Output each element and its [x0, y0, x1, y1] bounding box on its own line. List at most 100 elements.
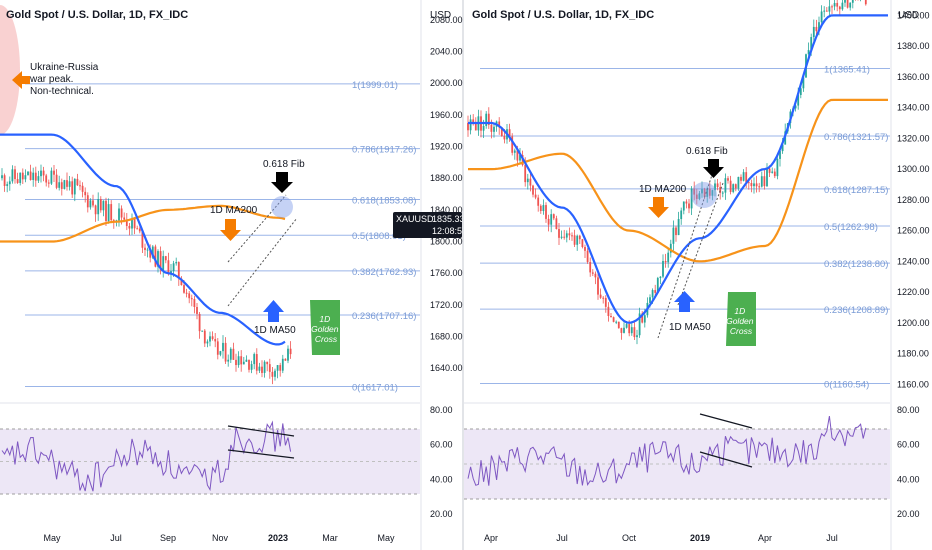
candle-body — [50, 170, 53, 184]
right-fib-arrow — [703, 159, 724, 178]
candle-body — [568, 233, 571, 236]
candle-body — [94, 205, 97, 215]
rsi-tick-label: 20.00 — [897, 509, 920, 519]
candle-body — [604, 298, 607, 307]
candle-body — [81, 185, 84, 192]
candle-body — [209, 336, 211, 342]
candle-body — [146, 249, 149, 251]
right-golden-cross-callout — [716, 272, 756, 346]
candle-body — [211, 336, 214, 340]
candle-body — [680, 210, 683, 220]
time-tick-label: Nov — [212, 533, 229, 543]
candle-body — [92, 200, 94, 206]
candle-body — [779, 151, 781, 159]
candle-body — [248, 359, 250, 370]
fib-level-label: 0.786(1321.57) — [824, 132, 888, 143]
candle-body — [703, 189, 706, 197]
rsi-tick-label: 80.00 — [897, 405, 920, 415]
candle-body — [8, 181, 11, 185]
ukraine-annotation: Ukraine-Russia war peak. Non-technical. — [29, 62, 101, 97]
candle-body — [831, 6, 833, 8]
candle-body — [849, 2, 852, 8]
candle-body — [289, 348, 292, 355]
right-channel-upper — [657, 174, 713, 339]
candle-body — [89, 200, 92, 208]
candle-body — [136, 228, 139, 230]
left-golden-cross-text: 1D Golden Cross — [311, 314, 341, 344]
candle-body — [279, 365, 282, 371]
left-ma50-arrow — [263, 300, 284, 322]
candle-body — [693, 188, 696, 195]
right-rsi-channel-top — [699, 413, 753, 429]
candle-body — [110, 204, 113, 221]
time-tick-label: Apr — [758, 533, 772, 543]
candle-body — [768, 168, 771, 173]
right-ma50-line — [468, 14, 888, 324]
candle-body — [508, 129, 511, 137]
fib-level-label: 0.5(1262.98) — [824, 222, 878, 233]
fib-level-label: 0.618(1853.08) — [352, 196, 416, 207]
candle-body — [545, 205, 547, 219]
candle-body — [760, 176, 763, 187]
left-rsi-channel-bottom — [227, 449, 295, 459]
candle-body — [229, 348, 232, 360]
candle-body — [727, 178, 729, 181]
rsi-tick-label: 40.00 — [430, 474, 453, 484]
candle-body — [755, 183, 758, 187]
candle-body — [797, 94, 800, 106]
candle-body — [128, 225, 131, 229]
candle-body — [16, 179, 19, 183]
candle-body — [250, 364, 253, 370]
candle-body — [138, 228, 141, 232]
candle-body — [721, 192, 724, 194]
candle-body — [677, 219, 680, 236]
right-channel-lower — [677, 182, 724, 306]
left-price-tag-price: 1835.33 — [432, 214, 465, 224]
price-tick-label: 1640.00 — [430, 363, 463, 373]
candle-body — [628, 324, 631, 334]
left-channel-upper — [227, 194, 287, 263]
candle-body — [193, 298, 196, 307]
left-rsi-channel-top — [227, 425, 295, 437]
candle-body — [818, 22, 820, 32]
candle-body — [623, 327, 625, 333]
candle-body — [58, 182, 61, 188]
left-price-axis: 2080.00 2040.00 2000.00 1960.00 1920.00 1880.… — [430, 15, 463, 373]
candle-body — [519, 155, 521, 161]
candle-body — [669, 243, 672, 253]
fib-level-label: 0.236(1707.16) — [352, 311, 416, 322]
candle-body — [84, 191, 87, 196]
price-tick-label: 1200.00 — [897, 318, 930, 328]
candle-body — [584, 246, 586, 251]
candle-body — [714, 183, 716, 191]
price-tick-label: 1300.00 — [897, 164, 930, 174]
candle-body — [836, 2, 839, 7]
left-price-tag-symbol: XAUUSD — [396, 214, 434, 224]
candle-body — [482, 125, 485, 131]
candle-body — [599, 294, 602, 298]
candle-body — [820, 11, 823, 23]
candle-body — [511, 136, 514, 153]
candle-body — [745, 172, 748, 183]
left-ma200-label: 1D MA200 — [210, 205, 258, 216]
candle-body — [271, 371, 274, 377]
candle-body — [490, 124, 493, 132]
candle-body — [53, 170, 55, 175]
candle-body — [828, 6, 831, 12]
candle-body — [167, 260, 170, 275]
candle-body — [825, 10, 828, 12]
right-ma200-line — [468, 98, 888, 263]
candle-body — [203, 330, 206, 344]
right-rsi-pane — [464, 402, 890, 500]
candle-body — [812, 26, 815, 38]
candle-body — [547, 218, 550, 225]
candle-body — [844, 0, 846, 3]
time-tick-label: Jul — [826, 533, 838, 543]
price-tick-label: 2000.00 — [430, 78, 463, 88]
left-ma50-label: 1D MA50 — [254, 325, 296, 336]
candle-body — [188, 293, 191, 299]
time-tick-label: Oct — [622, 533, 637, 543]
fib-level-label: 1(1365.41) — [824, 65, 870, 76]
candle-body — [485, 113, 488, 126]
candle-body — [641, 313, 644, 323]
